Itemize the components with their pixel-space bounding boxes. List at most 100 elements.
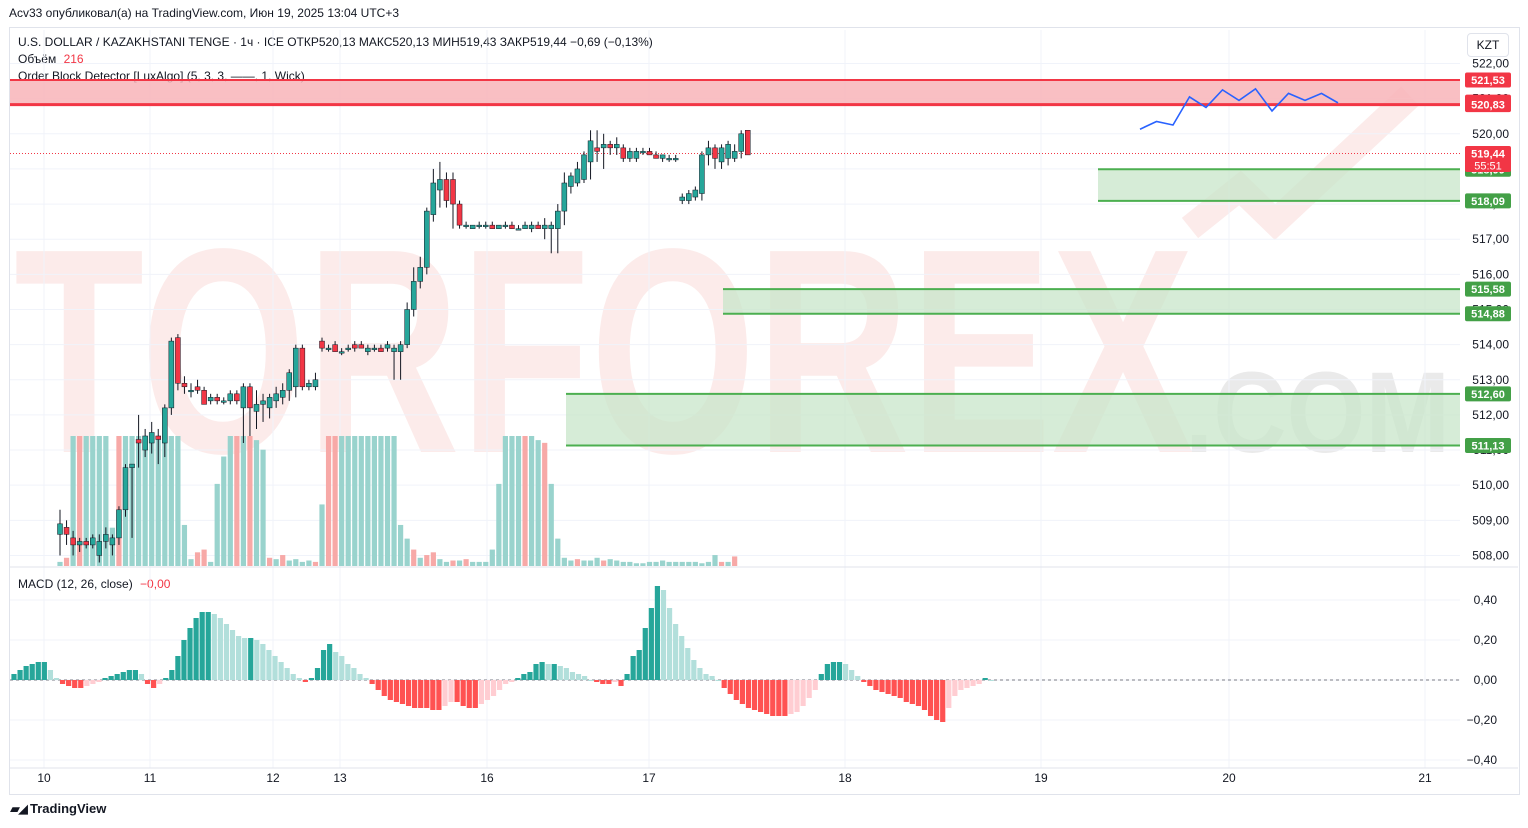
macd-bar — [594, 680, 600, 682]
volume-bar — [450, 560, 456, 566]
candle-body — [437, 179, 443, 191]
symbol-legend[interactable]: U.S. DOLLAR / KAZAKHSTANI TENGE · 1ч · I… — [18, 35, 653, 49]
candle-body — [384, 344, 391, 349]
candle-body — [640, 151, 646, 154]
macd-bar — [606, 680, 612, 684]
candle-body — [430, 182, 437, 215]
macd-tick-label: 0,00 — [1474, 673, 1498, 687]
macd-bar — [284, 668, 290, 680]
macd-tick-label: −0,20 — [1467, 713, 1498, 727]
candle-body — [594, 147, 600, 152]
macd-bar — [460, 680, 466, 706]
candle-body — [201, 390, 207, 405]
zone-bottom-tag-label: 520,83 — [1471, 100, 1505, 112]
macd-bar — [169, 670, 175, 680]
macd-bar — [642, 628, 648, 680]
volume-bar — [620, 561, 626, 566]
y-tick-label: 522,00 — [1472, 57, 1509, 71]
candle-body — [666, 158, 672, 161]
volume-bar — [253, 440, 260, 566]
macd-bar — [636, 650, 642, 680]
candle-body — [692, 189, 699, 198]
candle-body — [286, 372, 292, 391]
candle-body — [365, 347, 371, 352]
macd-bar — [272, 656, 278, 680]
macd-legend[interactable]: MACD (12, 26, close) −0,00 — [18, 577, 170, 591]
macd-bar — [958, 680, 964, 690]
zone-bottom-tag — [1465, 97, 1511, 113]
candle-body — [279, 390, 286, 398]
volume-bar — [718, 561, 725, 566]
macd-bar — [351, 668, 357, 680]
volume-bar — [332, 436, 338, 566]
macd-bar — [745, 680, 752, 708]
macd-bar — [964, 680, 970, 688]
macd-bar — [357, 674, 363, 680]
candle-body — [731, 151, 738, 159]
candle-body — [659, 154, 666, 159]
candle-body — [574, 168, 581, 184]
volume-bar — [280, 555, 286, 566]
forecast-path — [1139, 87, 1339, 130]
volume-bar — [463, 559, 469, 566]
volume-bar — [194, 552, 201, 566]
macd-bar — [897, 680, 903, 698]
volume-bar — [70, 436, 76, 566]
macd-bar — [405, 680, 412, 706]
volume-bar — [679, 561, 685, 566]
volume-bars — [57, 436, 738, 566]
macd-bar — [624, 674, 630, 680]
volume-bar — [699, 563, 705, 566]
zone-bottom-tag-label: 511,13 — [1471, 440, 1504, 452]
zone-top-tag-label: 512,60 — [1471, 389, 1505, 401]
macd-bar — [266, 650, 272, 680]
volume-bar — [522, 436, 528, 566]
macd-bar — [387, 680, 393, 700]
currency-button[interactable]: KZT — [1467, 33, 1509, 57]
volume-bar — [83, 436, 89, 566]
macd-bar — [163, 678, 169, 680]
candle-body — [699, 154, 705, 194]
y-tick-label: 516,00 — [1472, 267, 1509, 281]
x-tick-label: 17 — [642, 771, 656, 785]
candle-body — [181, 383, 188, 388]
volume-bar — [234, 436, 240, 566]
macd-bar — [260, 644, 266, 680]
tradingview-logo[interactable]: ▰◢ TradingView — [10, 801, 106, 817]
candle-body — [424, 210, 430, 268]
volume-bar — [502, 436, 508, 566]
volume-bar — [646, 561, 653, 566]
macd-bar — [114, 674, 120, 680]
macd-bar — [776, 680, 782, 716]
candle-body — [653, 154, 659, 159]
candle-body — [273, 393, 279, 402]
macd-bar — [418, 680, 424, 708]
macd-bar — [393, 680, 400, 702]
order-block-zone — [10, 80, 1460, 105]
macd-bar — [187, 628, 193, 680]
macd-title: MACD (12, 26, close) — [18, 577, 133, 591]
y-tick-label: 508,00 — [1472, 548, 1509, 562]
candle-body — [168, 340, 175, 409]
macd-bar — [940, 680, 946, 722]
volume-bar — [411, 549, 417, 566]
candle-body — [561, 182, 568, 212]
volume-bar — [267, 557, 273, 566]
macd-bar — [618, 680, 624, 686]
volume-bar — [273, 559, 279, 566]
volume-bar — [168, 436, 174, 566]
macd-bar — [715, 680, 721, 681]
candle-body — [162, 407, 168, 444]
macd-bar — [952, 680, 958, 696]
macd-bar — [66, 680, 72, 686]
volume-bar — [712, 555, 718, 566]
candle-body — [325, 347, 332, 350]
y-tick-label: 513,00 — [1472, 373, 1509, 387]
volume-bar — [201, 549, 207, 566]
candle-body — [306, 383, 312, 388]
volume-label: Объём — [18, 52, 57, 66]
volume-legend[interactable]: Объём 216 — [18, 52, 84, 66]
macd-bar — [806, 680, 812, 698]
candle-body — [515, 228, 522, 231]
